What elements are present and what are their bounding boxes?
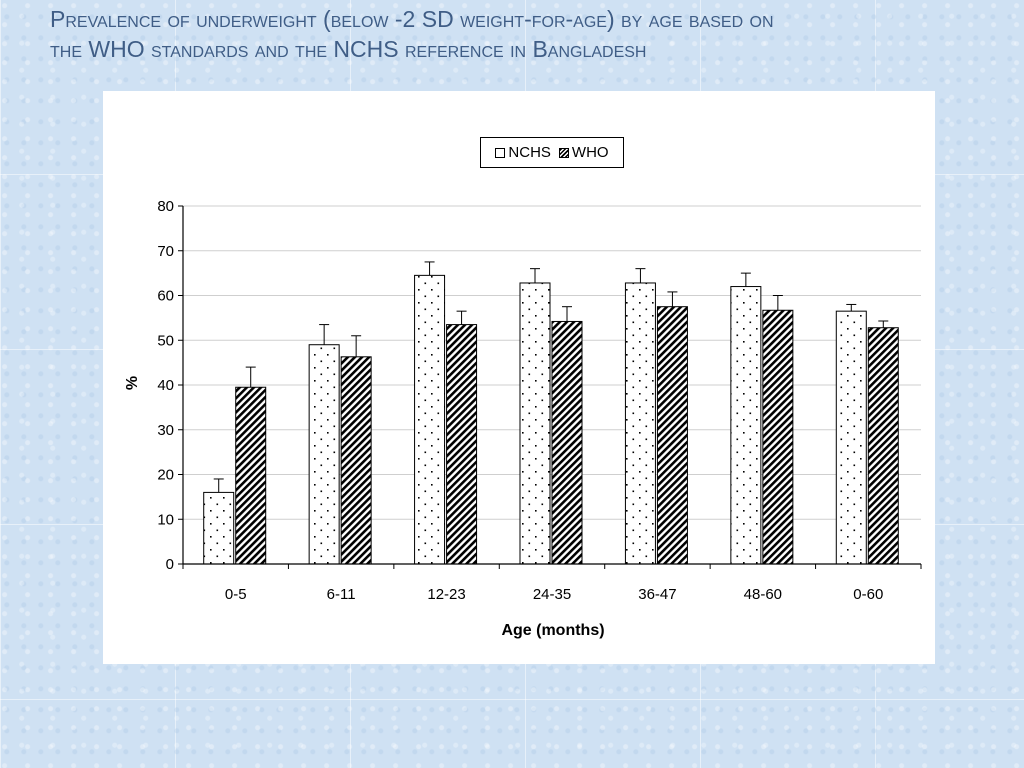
x-axis-title: Age (months) — [501, 622, 604, 639]
x-tick-label: 48-60 — [744, 586, 782, 603]
bar-who — [656, 306, 688, 565]
bar-who — [762, 309, 794, 565]
bar-nchs — [730, 286, 762, 565]
slide-title: Prevalence of underweight (below -2 SD w… — [50, 4, 990, 64]
axes: 0 10 20 30 40 50 60 70 80 0-5 6-11 12-23 24-35 36-47 4… — [157, 198, 922, 603]
y-tick-label: 60 — [157, 288, 174, 305]
y-tick-label: 0 — [166, 556, 174, 573]
chart-panel: 0 10 20 30 40 50 60 70 80 0-5 6-11 12-23 24-35 36-47 4… — [103, 91, 935, 664]
x-tick-label: 24-35 — [533, 586, 571, 603]
bar-nchs — [519, 282, 551, 565]
x-tick-label: 0-60 — [853, 586, 883, 603]
legend-item-nchs: NCHS — [495, 144, 551, 161]
y-tick-label: 40 — [157, 377, 174, 394]
bar-nchs — [203, 491, 235, 565]
y-tick-label: 80 — [157, 198, 174, 215]
bar-who — [446, 324, 478, 565]
y-tick-label: 70 — [157, 243, 174, 260]
slide-title-line-2: the WHO standards and the NCHS reference… — [50, 36, 647, 62]
y-tick-label: 10 — [157, 511, 174, 528]
y-axis-title: % — [124, 376, 141, 390]
legend-item-who: WHO — [558, 144, 609, 161]
x-tick-label: 0-5 — [225, 586, 247, 603]
legend: NCHS WHO — [480, 137, 624, 168]
bar-nchs — [624, 282, 656, 565]
legend-label-nchs: NCHS — [508, 144, 551, 161]
y-tick-label: 30 — [157, 422, 174, 439]
bar-who — [867, 327, 899, 565]
bar-who — [340, 356, 372, 565]
bars — [203, 261, 899, 565]
legend-swatch-who — [558, 147, 569, 158]
bar-who — [551, 320, 583, 565]
x-tick-label: 36-47 — [638, 586, 676, 603]
bar-who — [235, 386, 267, 565]
bar-nchs — [835, 310, 867, 565]
x-tick-label: 12-23 — [427, 586, 465, 603]
x-tick-label: 6-11 — [327, 586, 356, 603]
bar-nchs — [414, 274, 446, 565]
bar-chart: 0 10 20 30 40 50 60 70 80 0-5 6-11 12-23 24-35 36-47 4… — [124, 198, 922, 639]
y-tick-label: 20 — [157, 467, 174, 484]
legend-swatch-nchs — [495, 147, 506, 158]
y-tick-label: 50 — [157, 332, 174, 349]
bar-nchs — [308, 344, 340, 565]
slide-title-line-1: Prevalence of underweight (below -2 SD w… — [50, 6, 774, 32]
legend-label-who: WHO — [571, 144, 609, 161]
